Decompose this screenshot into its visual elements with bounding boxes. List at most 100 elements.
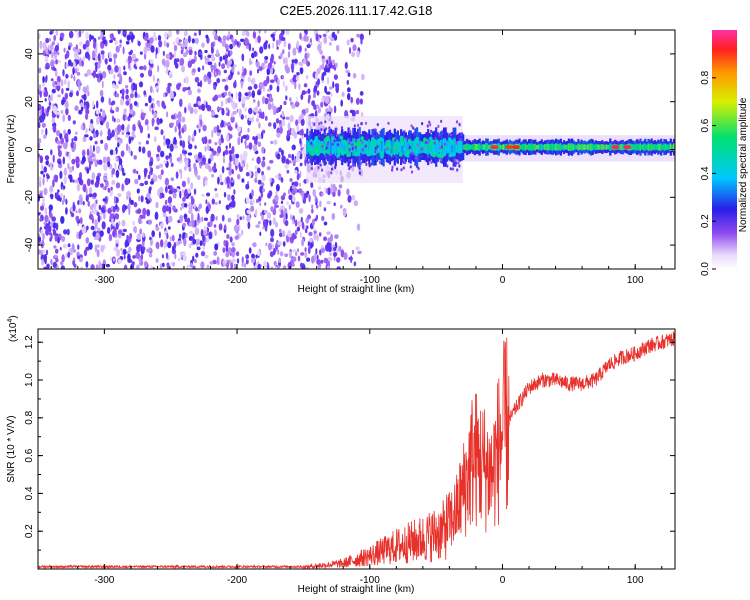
noise-speckle (148, 247, 152, 253)
noise-speckle (46, 175, 50, 179)
signal-blob (448, 137, 452, 142)
noise-speckle (51, 51, 54, 59)
noise-speckle (344, 61, 348, 70)
noise-speckle (258, 134, 262, 140)
noise-speckle (260, 191, 264, 198)
noise-speckle (157, 145, 161, 153)
signal-band-core (539, 144, 542, 150)
noise-speckle (226, 234, 230, 239)
noise-speckle (233, 189, 236, 195)
noise-speckle (184, 106, 187, 114)
noise-speckle (258, 196, 262, 202)
noise-speckle (279, 208, 282, 213)
noise-speckle (341, 91, 345, 97)
noise-speckle (147, 174, 151, 180)
noise-speckle (193, 162, 197, 170)
noise-speckle (161, 254, 164, 259)
noise-speckle (290, 214, 293, 221)
noise-speckle (115, 203, 118, 210)
noise-speckle (182, 222, 187, 228)
noise-speckle (260, 112, 265, 119)
noise-speckle (299, 170, 302, 178)
noise-speckle (165, 53, 171, 59)
noise-speckle (109, 215, 114, 220)
signal-speckle (321, 135, 324, 139)
signal-speckle (335, 127, 338, 131)
y-tick-label: 1.2 (24, 335, 35, 349)
noise-speckle (255, 262, 258, 269)
signal-band-core (588, 143, 591, 151)
noise-speckle (333, 252, 337, 257)
noise-speckle (41, 112, 46, 121)
noise-speckle (38, 138, 42, 144)
noise-speckle (102, 119, 105, 124)
noise-speckle (309, 242, 313, 249)
noise-speckle (128, 207, 131, 216)
noise-speckle (168, 30, 172, 38)
noise-speckle (294, 101, 300, 108)
noise-speckle (291, 59, 295, 64)
noise-speckle (259, 46, 264, 54)
signal-band-core (593, 144, 596, 150)
noise-speckle (303, 34, 307, 42)
signal-speckle (455, 120, 459, 124)
noise-speckle (208, 139, 212, 144)
noise-speckle (205, 76, 210, 81)
noise-speckle (217, 107, 223, 111)
noise-speckle (142, 207, 147, 216)
noise-speckle (170, 177, 175, 181)
noise-speckle (100, 108, 103, 113)
noise-speckle (328, 55, 332, 65)
noise-speckle (298, 83, 301, 90)
noise-speckle (146, 125, 150, 131)
noise-speckle (350, 96, 354, 104)
noise-speckle (77, 79, 81, 87)
noise-speckle (355, 246, 360, 251)
noise-speckle (210, 148, 214, 152)
noise-speckle (65, 73, 69, 79)
noise-speckle (267, 242, 273, 251)
noise-speckle (295, 251, 298, 256)
noise-speckle (85, 188, 88, 196)
noise-speckle (136, 188, 140, 194)
noise-speckle (324, 96, 329, 104)
noise-speckle (49, 161, 53, 170)
noise-speckle (182, 87, 186, 92)
signal-band-core (571, 143, 574, 151)
noise-speckle (77, 48, 80, 53)
noise-speckle (153, 136, 157, 143)
noise-speckle (60, 215, 65, 224)
noise-speckle (262, 85, 265, 92)
signal-band-core (672, 143, 675, 151)
signal-band-core (537, 144, 540, 150)
noise-speckle (347, 195, 352, 203)
noise-speckle (251, 90, 255, 99)
noise-speckle (101, 71, 107, 79)
noise-speckle (177, 83, 182, 87)
signal-speckle (416, 143, 419, 147)
noise-speckle (279, 126, 283, 134)
noise-speckle (221, 214, 225, 222)
noise-speckle (77, 244, 80, 250)
noise-speckle (323, 257, 329, 264)
noise-speckle (257, 141, 262, 147)
noise-speckle (109, 149, 114, 156)
signal-band-core (464, 144, 467, 150)
noise-speckle (256, 198, 259, 204)
noise-speckle (152, 173, 156, 180)
signal-band-core (406, 141, 409, 153)
signal-band-core (438, 141, 441, 153)
noise-speckle (94, 219, 98, 227)
noise-speckle (218, 200, 221, 205)
noise-speckle (193, 103, 198, 108)
signal-speckle (324, 120, 327, 124)
noise-speckle (293, 131, 298, 139)
signal-band-core (652, 144, 655, 150)
noise-speckle (78, 30, 82, 38)
noise-speckle (205, 199, 208, 205)
noise-speckle (91, 153, 96, 158)
colorbar-gradient (712, 30, 737, 269)
signal-band-core (447, 141, 450, 153)
noise-speckle (130, 83, 134, 91)
noise-speckle (57, 94, 61, 98)
